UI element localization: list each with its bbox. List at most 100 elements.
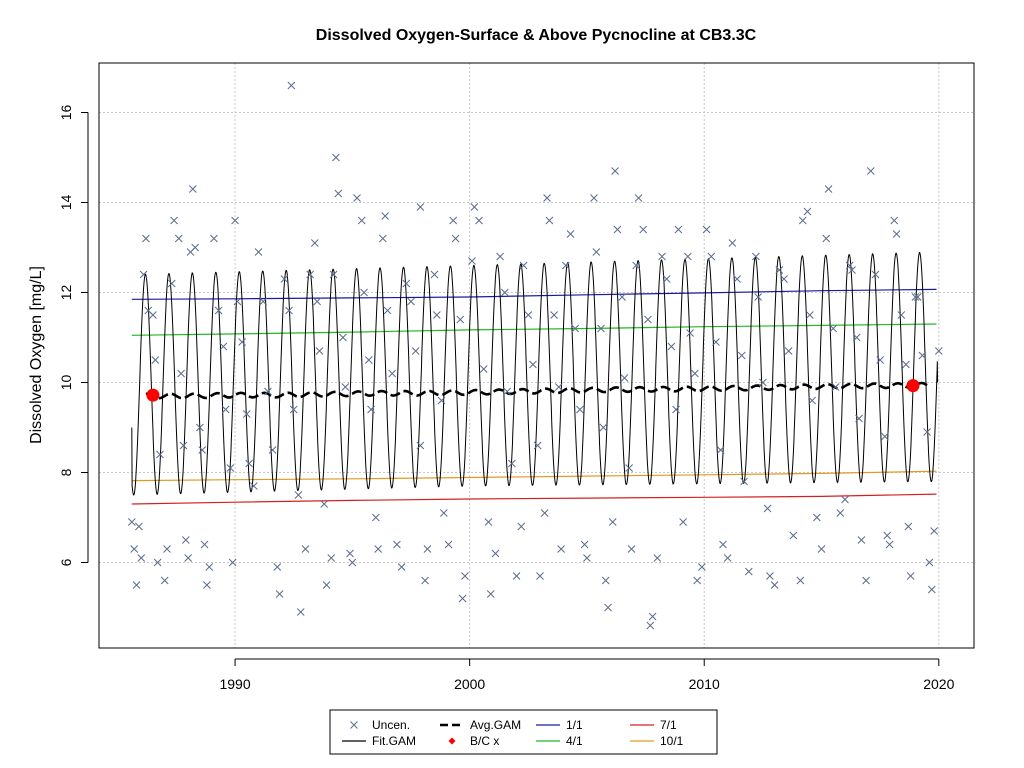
- uncen-point: [163, 545, 171, 553]
- uncen-point: [423, 545, 432, 553]
- uncen-point: [744, 567, 753, 576]
- uncen-point: [751, 252, 760, 261]
- uncen-point: [524, 311, 533, 319]
- bc-marker: [906, 379, 920, 393]
- uncen-point: [357, 216, 366, 225]
- bc-marker: [146, 388, 160, 402]
- uncen-point: [662, 275, 671, 283]
- uncen-point: [763, 504, 772, 513]
- uncen-point: [890, 216, 899, 225]
- uncen-point: [430, 270, 439, 279]
- uncen-point: [130, 545, 139, 553]
- uncen-point: [690, 369, 699, 378]
- series-line-fit-gam: [131, 251, 939, 496]
- uncen-point: [592, 248, 601, 256]
- uncen-point: [737, 351, 746, 360]
- uncen-point: [597, 324, 605, 333]
- uncen-point: [812, 513, 821, 522]
- uncen-point: [904, 522, 913, 531]
- uncen-point: [892, 230, 901, 238]
- uncen-point: [536, 572, 544, 580]
- legend-item: 1/1: [536, 718, 583, 732]
- uncen-point: [503, 387, 512, 396]
- legend-item: Uncen.: [350, 718, 410, 732]
- uncen-point: [339, 333, 347, 342]
- uncen-point: [353, 194, 361, 202]
- legend-label: 1/1: [566, 718, 583, 732]
- uncen-point: [242, 410, 251, 418]
- uncen-point: [885, 540, 894, 549]
- uncen-point: [322, 581, 331, 589]
- uncen-point: [167, 279, 176, 288]
- uncen-point: [716, 446, 725, 454]
- uncen-point: [381, 212, 390, 220]
- uncen-point: [214, 306, 223, 315]
- uncen-point: [611, 167, 619, 175]
- uncen-point: [580, 540, 589, 549]
- uncen-point: [913, 293, 922, 301]
- uncen-point: [238, 338, 246, 346]
- uncen-point: [397, 563, 406, 571]
- x-tick-label: 1990: [219, 676, 250, 692]
- uncen-point: [484, 518, 493, 526]
- uncen-point: [245, 459, 253, 468]
- uncen-point: [191, 243, 200, 252]
- grid: [99, 63, 974, 648]
- uncen-point: [702, 225, 711, 234]
- uncen-point: [634, 194, 643, 202]
- uncen-point: [855, 414, 863, 423]
- uncen-point: [545, 216, 554, 225]
- uncen-point: [275, 590, 284, 598]
- uncen-point: [181, 536, 190, 544]
- uncen-point: [456, 315, 465, 324]
- uncen-point: [268, 446, 277, 454]
- uncen-point: [911, 293, 920, 301]
- uncen-point: [233, 297, 242, 306]
- uncen-point: [226, 464, 235, 472]
- uncen-point: [918, 351, 927, 360]
- uncen-point: [789, 531, 798, 540]
- y-tick-label: 8: [58, 468, 74, 476]
- uncen-point: [883, 531, 892, 540]
- uncen-point: [174, 234, 183, 243]
- uncen-point: [653, 554, 662, 562]
- uncen-point: [646, 621, 655, 630]
- uncen-point: [824, 185, 833, 193]
- uncen-point: [679, 518, 687, 526]
- uncen-point: [332, 153, 340, 162]
- uncen-point: [179, 441, 188, 450]
- uncen-point: [627, 545, 636, 553]
- uncen-point: [529, 360, 537, 369]
- uncen-point: [367, 405, 375, 414]
- uncen-point: [313, 297, 322, 306]
- uncen-point: [857, 536, 866, 544]
- uncen-point: [707, 252, 716, 261]
- legend: Uncen. Fit.GAM Avg.GAM B/C x 1/1 4/1 7/1 10/1: [329, 709, 718, 755]
- uncen-point: [184, 554, 192, 562]
- uncen-point: [543, 194, 551, 202]
- uncen-point: [139, 270, 148, 279]
- series: [127, 81, 943, 630]
- uncen-point: [280, 275, 289, 283]
- uncen-point: [156, 450, 164, 459]
- legend-diamond-icon: [448, 737, 456, 745]
- uncen-point: [512, 572, 521, 580]
- uncen-point: [601, 576, 610, 585]
- uncen-point: [784, 347, 793, 355]
- uncen-point: [683, 252, 692, 261]
- y-tick-label: 6: [58, 558, 74, 566]
- uncen-point: [341, 383, 350, 391]
- uncen-point: [210, 234, 218, 243]
- uncen-point: [871, 270, 880, 279]
- uncen-point: [289, 405, 298, 414]
- uncen-point: [486, 590, 495, 598]
- legend-label: 4/1: [566, 734, 583, 748]
- uncen-point: [393, 540, 401, 549]
- uncen-point: [561, 261, 570, 270]
- uncen-point: [306, 270, 314, 279]
- uncen-point: [200, 540, 209, 549]
- legend-item: Fit.GAM: [342, 734, 416, 748]
- uncen-point: [852, 333, 861, 342]
- legend-label: Uncen.: [372, 718, 410, 732]
- uncen-point: [188, 185, 197, 193]
